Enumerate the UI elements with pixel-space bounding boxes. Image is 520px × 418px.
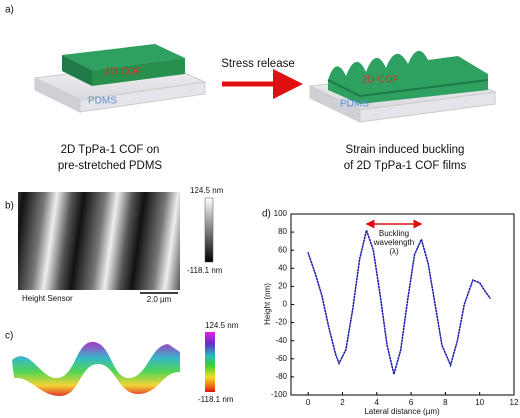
y-tick-label: 100 xyxy=(274,209,288,218)
arrow-label: Stress release xyxy=(221,58,295,70)
substrate-label: PDMS xyxy=(88,96,117,107)
panel-label: c) xyxy=(5,331,13,342)
y-tick-label: -20 xyxy=(275,318,287,327)
caption: 2D TpPa-1 COF on xyxy=(61,144,160,156)
image-label: Height Sensor xyxy=(22,294,73,303)
afm-image xyxy=(18,192,180,290)
film-label: 2D COF xyxy=(105,67,142,78)
y-tick-label: 20 xyxy=(278,282,287,291)
panel-label: b) xyxy=(5,201,14,212)
film-label: 2D COF xyxy=(362,75,399,86)
caption: of 2D TpPa-1 COF films xyxy=(344,160,467,172)
y-tick-label: 0 xyxy=(283,300,288,309)
x-tick-label: 4 xyxy=(375,398,380,407)
flat-sample xyxy=(33,44,207,113)
annotation: wavelength xyxy=(373,238,414,247)
annotation: (λ) xyxy=(389,247,399,256)
y-tick-label: 40 xyxy=(278,263,287,272)
scale-min: -118.1 nm xyxy=(198,395,234,404)
y-tick-label: 80 xyxy=(278,227,287,236)
data-line xyxy=(307,227,491,378)
scale-bar-label: 2.0 µm xyxy=(147,295,172,304)
y-tick-label: -40 xyxy=(275,336,287,345)
panel-label: d) xyxy=(262,209,271,220)
caption: pre-stretched PDMS xyxy=(58,160,163,172)
y-tick-label: -80 xyxy=(275,372,287,381)
x-tick-label: 8 xyxy=(443,398,448,407)
y-tick-label: 60 xyxy=(278,245,287,254)
afm-3d xyxy=(12,341,180,396)
panel-label: a) xyxy=(5,5,14,16)
x-tick-label: 2 xyxy=(340,398,345,407)
scale-max: 124.5 nm xyxy=(190,186,224,195)
annotation: Buckling xyxy=(379,229,409,238)
colorbar xyxy=(204,197,214,263)
y-tick-label: -60 xyxy=(275,354,287,363)
scale-max: 124.5 nm xyxy=(205,321,239,330)
y-tick-label: -100 xyxy=(271,390,288,399)
x-tick-label: 12 xyxy=(510,398,519,407)
colorbar xyxy=(205,332,215,392)
y-axis-label: Height (nm) xyxy=(263,283,272,325)
x-tick-label: 0 xyxy=(306,398,311,407)
scale-min: -118.1 nm xyxy=(187,266,223,275)
x-tick-label: 6 xyxy=(409,398,414,407)
buckled-sample xyxy=(308,50,497,123)
x-tick-label: 10 xyxy=(475,398,484,407)
caption: Strain induced buckling xyxy=(346,144,465,156)
x-axis-label: Lateral distance (µm) xyxy=(364,407,440,416)
substrate-label: PDMS xyxy=(340,99,369,110)
